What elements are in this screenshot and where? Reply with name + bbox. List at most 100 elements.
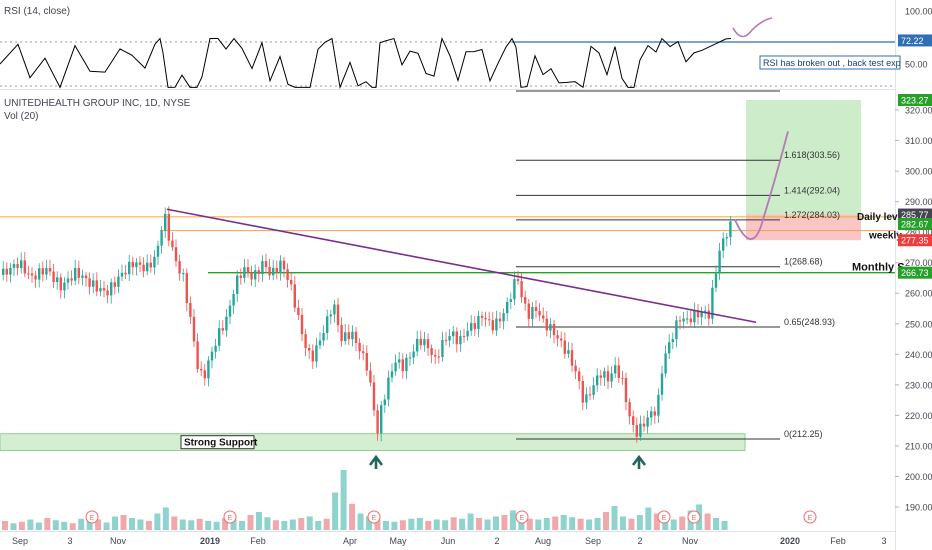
fib-level-label: 0(212.25) — [784, 429, 823, 439]
candle-body — [574, 365, 577, 372]
rsi-title: RSI (14, close) — [4, 6, 70, 17]
candle-body — [596, 375, 599, 386]
volume-bar — [645, 507, 652, 530]
candle-body — [462, 336, 466, 338]
candle-body — [38, 268, 41, 280]
monthly-level-label: Monthly S — [852, 262, 905, 274]
time-tick-label: Nov — [682, 536, 699, 546]
candle-body — [563, 340, 566, 354]
candle-body — [59, 277, 62, 291]
price-badge — [898, 234, 932, 247]
candle-body — [192, 316, 196, 342]
drawings-layer — [166, 131, 789, 469]
candle-body — [142, 264, 145, 272]
candle-body — [358, 342, 361, 352]
candle-body — [668, 342, 671, 354]
earnings-marker — [803, 510, 817, 524]
candle-body — [128, 261, 131, 275]
volume-bar — [86, 521, 93, 530]
volume-bar — [205, 521, 212, 530]
candle-body — [99, 288, 102, 292]
candle-body — [520, 281, 523, 298]
candle-body — [293, 284, 296, 308]
candle-body — [488, 319, 491, 321]
volume-bar — [306, 516, 313, 530]
candle-body — [196, 341, 199, 369]
volume-bar — [52, 520, 59, 530]
candle-body — [106, 290, 109, 296]
candle-body — [408, 357, 412, 359]
volume-bar — [552, 516, 559, 530]
price-badge-label: 282.67 — [901, 220, 929, 230]
candle-body — [369, 370, 372, 383]
volume-bar — [374, 519, 381, 530]
volume-bar — [255, 512, 262, 530]
candle-body — [700, 311, 703, 318]
volume-bar — [670, 519, 677, 530]
candle-body — [459, 336, 462, 345]
price-badge-label: 266.73 — [901, 268, 929, 278]
candle-body — [718, 250, 721, 274]
candle-body — [52, 271, 55, 283]
candle-body — [63, 282, 66, 291]
rsi-tick-label: 100.00 — [905, 7, 932, 17]
candle-body — [286, 269, 289, 281]
candle-body — [455, 331, 458, 345]
candle-body — [354, 331, 358, 343]
candle-body — [185, 273, 188, 303]
candle-body — [675, 320, 678, 340]
volume-bar — [222, 518, 229, 530]
candle-body — [66, 278, 70, 283]
volume-bar — [349, 503, 356, 530]
price-projection-curve — [734, 131, 789, 240]
candle-body — [585, 394, 588, 403]
fibonacci-levels: 1.618(303.56) 1.414(292.04) 1.272(284.03) 1… — [516, 90, 840, 440]
volume-bar — [128, 518, 135, 530]
candle-body — [221, 328, 224, 331]
volume-bar — [27, 519, 34, 530]
fib-level-label: 0.65(248.93) — [784, 317, 835, 327]
volume-bar — [704, 513, 711, 530]
volume-bar — [171, 516, 178, 530]
candle-body — [300, 314, 304, 335]
candle-body — [304, 334, 307, 348]
volume-bar — [340, 470, 347, 530]
candle-body — [315, 345, 318, 362]
candle-body — [689, 318, 692, 323]
earnings-marker — [367, 510, 381, 524]
candle-body — [2, 268, 5, 275]
candle-body — [279, 260, 282, 273]
earnings-marker — [223, 510, 237, 524]
candle-body — [707, 310, 710, 319]
candle-body — [120, 272, 124, 277]
candle-body — [264, 261, 268, 267]
candle-body — [362, 351, 365, 354]
volume-bar — [535, 519, 542, 530]
volume-bar — [289, 519, 296, 530]
time-tick-label: 3 — [67, 536, 72, 546]
candle-body — [178, 261, 181, 274]
volume-bar — [69, 523, 76, 530]
volume-bar — [272, 520, 279, 530]
candle-body — [542, 315, 545, 319]
candle-body — [527, 303, 530, 319]
price-tick-label: 260.00 — [905, 289, 932, 299]
candle-body — [246, 267, 250, 274]
candle-body — [92, 280, 95, 287]
candle-body — [318, 340, 322, 346]
volume-bar — [120, 515, 127, 530]
candle-body — [117, 276, 120, 287]
candle-body — [412, 351, 415, 358]
candle-body — [621, 377, 624, 379]
candle-body — [642, 423, 646, 427]
rsi-panel: RSI has broken out , back test exp 72.22 — [0, 17, 932, 90]
candle-body — [365, 353, 368, 371]
volume-bar — [569, 517, 576, 530]
candle-body — [401, 359, 404, 372]
volume-bar — [2, 521, 8, 530]
candle-body — [12, 264, 16, 268]
volume-bar — [713, 518, 720, 530]
volume-bar — [264, 517, 271, 530]
time-tick-label: Feb — [250, 536, 266, 546]
